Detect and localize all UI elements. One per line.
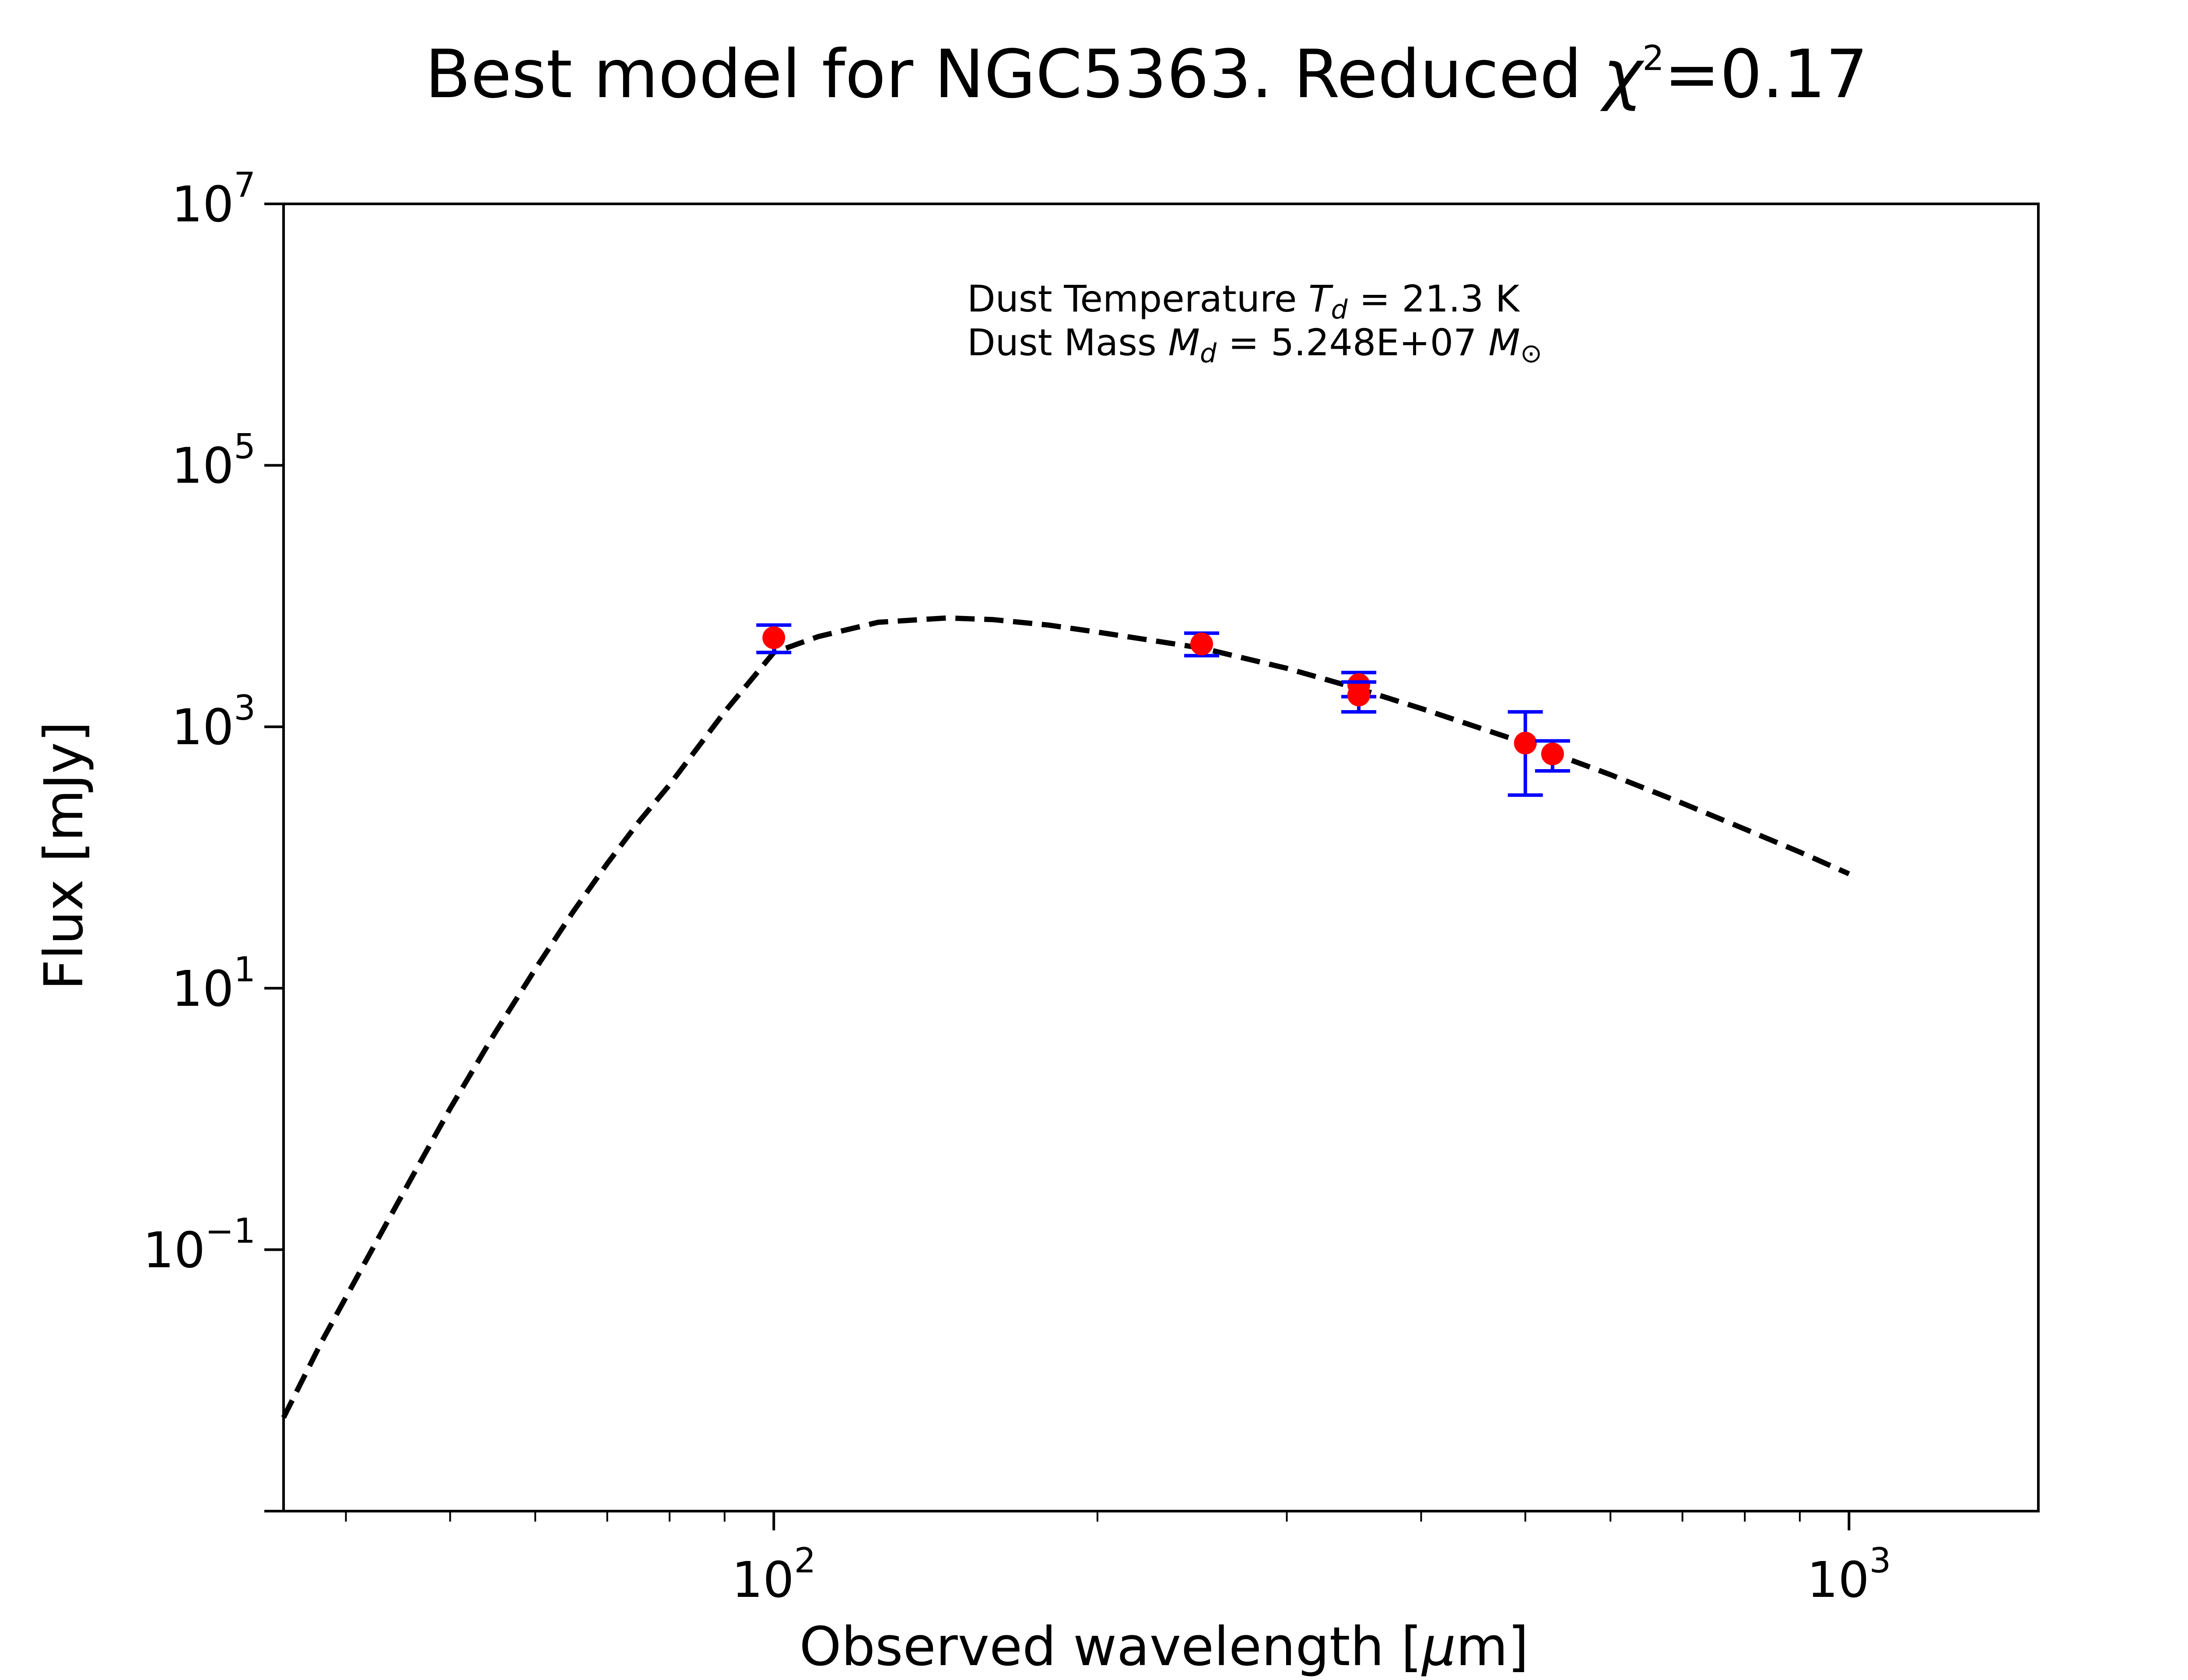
y-tick-label: 105: [172, 427, 256, 495]
y-tick-label: 101: [172, 950, 256, 1018]
x-tick-label: 103: [1807, 1541, 1891, 1609]
plot-frame: [282, 203, 2040, 1512]
data-point: [1347, 683, 1371, 707]
y-tick-label: 103: [172, 689, 256, 756]
y-axis-label: Flux [mJy]: [33, 721, 95, 990]
data-point: [762, 626, 785, 649]
y-tick-label: 10−1: [143, 1211, 256, 1279]
dust-temperature-label: Dust Temperature Td = 21.3 K: [967, 277, 1520, 325]
chart-title-value: =0.17: [1664, 35, 1868, 113]
chart-title-main: Best model for NGC5363. Reduced: [425, 35, 1603, 113]
chart-title-chi: χ: [1600, 35, 1645, 113]
y-tick-label: 107: [172, 166, 256, 233]
dust-mass-label: Dust Mass Md = 5.248E+07 M⊙: [967, 321, 1542, 369]
axis-ticks: 102 103 107 105 103 101 10−1: [143, 166, 1891, 1609]
data-point: [1190, 632, 1213, 655]
data-point: [1541, 742, 1564, 766]
model-curve-layer: [281, 615, 1850, 1419]
chart-title-chi-exponent: 2: [1642, 39, 1664, 78]
x-tick-label: 102: [732, 1541, 816, 1609]
model-curve: [281, 615, 1850, 1419]
x-axis-label: Observed wavelength [μm]: [799, 1616, 1529, 1678]
observations-layer: [756, 623, 1570, 797]
data-point: [1514, 732, 1537, 755]
chart-title: Best model for NGC5363. Reduced χ2=0.17: [425, 35, 1868, 113]
